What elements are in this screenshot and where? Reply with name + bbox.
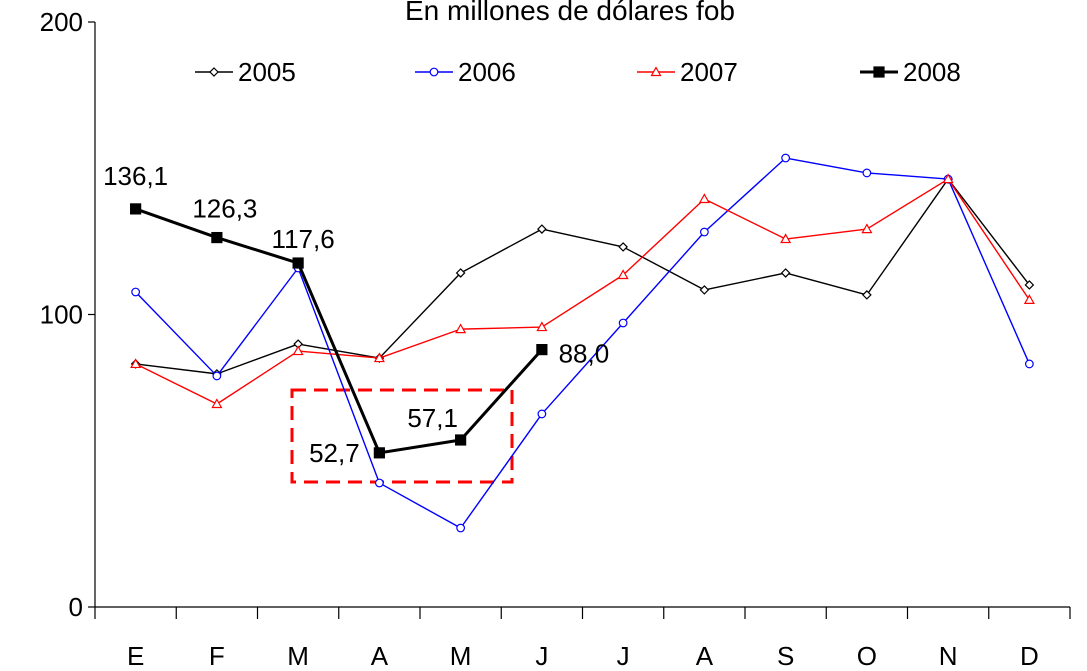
data-point xyxy=(536,344,548,356)
data-point xyxy=(780,233,792,244)
y-tick-label: 0 xyxy=(69,592,83,622)
x-tick-label: M xyxy=(287,641,309,671)
x-tick-label: F xyxy=(209,641,225,671)
data-point xyxy=(455,323,467,334)
data-point xyxy=(455,434,467,446)
data-label: 57,1 xyxy=(407,403,458,433)
series-line xyxy=(135,157,1031,529)
data-point xyxy=(130,203,142,215)
y-tick-label: 100 xyxy=(40,300,83,330)
highlight-box xyxy=(290,388,514,484)
data-point xyxy=(699,285,710,295)
data-point xyxy=(373,352,385,363)
data-point xyxy=(373,447,385,459)
data-point xyxy=(862,168,872,178)
legend-label: 2008 xyxy=(903,57,961,87)
data-point xyxy=(942,173,954,184)
x-tick-label: A xyxy=(696,641,714,671)
series-line xyxy=(135,178,1030,405)
legend-marker xyxy=(650,66,662,77)
legend-marker xyxy=(209,67,219,77)
data-point xyxy=(699,227,709,237)
data-label: 117,6 xyxy=(272,224,335,254)
chart-title: En millones de dólares fob xyxy=(405,0,735,26)
data-label: 126,3 xyxy=(192,194,257,224)
data-point xyxy=(292,345,304,356)
x-tick-label: J xyxy=(617,641,630,671)
data-point xyxy=(781,153,791,163)
data-point xyxy=(211,398,223,409)
legend-label: 2007 xyxy=(680,57,738,87)
data-point xyxy=(861,223,873,234)
legend-label: 2006 xyxy=(458,57,516,87)
data-point xyxy=(780,268,791,278)
y-tick-label: 200 xyxy=(40,7,83,37)
data-point xyxy=(130,358,142,369)
data-point xyxy=(292,257,304,269)
x-tick-label: O xyxy=(857,641,877,671)
data-point xyxy=(536,321,548,332)
legend-marker xyxy=(429,67,439,77)
data-point xyxy=(537,224,547,234)
data-point xyxy=(1024,280,1035,290)
data-point xyxy=(455,268,466,278)
data-point xyxy=(1024,359,1034,369)
data-point xyxy=(618,242,628,252)
data-point xyxy=(456,523,466,533)
x-tick-label: A xyxy=(371,641,389,671)
series-line xyxy=(135,207,543,455)
x-tick-label: J xyxy=(535,641,548,671)
x-tick-label: N xyxy=(939,641,958,671)
legend-marker xyxy=(873,66,885,78)
data-point xyxy=(618,318,628,328)
data-point xyxy=(862,290,872,300)
data-point xyxy=(211,231,223,244)
x-tick-label: D xyxy=(1020,641,1039,671)
data-point xyxy=(698,193,710,204)
data-label: 52,7 xyxy=(309,438,360,468)
data-point xyxy=(212,371,222,381)
data-point xyxy=(617,269,629,280)
data-point xyxy=(374,478,384,488)
data-label: 136,1 xyxy=(103,161,168,191)
data-point xyxy=(1023,294,1035,304)
series-line xyxy=(135,178,1030,375)
data-point xyxy=(131,287,141,297)
x-tick-label: S xyxy=(777,641,794,671)
data-point xyxy=(537,409,547,419)
legend-label: 2005 xyxy=(238,57,296,87)
data-label: 88,0 xyxy=(559,339,610,369)
x-tick-label: M xyxy=(450,641,472,671)
x-tick-label: E xyxy=(127,641,144,671)
